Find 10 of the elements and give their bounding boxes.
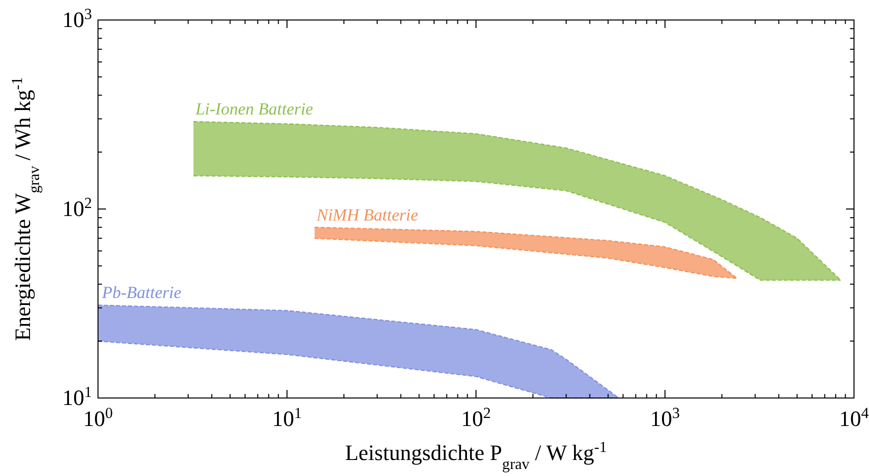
x-tick-label: 10$^{2}$ (461, 404, 491, 431)
series-label: NiMH Batterie (316, 205, 419, 224)
y-tick-label: 10$^{3}$ (62, 6, 92, 32)
y-tick-label: 10$^{2}$ (62, 194, 92, 221)
x-tick-label: 10$^{4}$ (839, 404, 869, 431)
series-label: Pb-Batterie (101, 283, 182, 302)
x-tick-label: 10$^{1}$ (272, 404, 302, 431)
x-axis-title: Leistungsdichte P$_{grav}$ / W kg$^{-1}$ (345, 438, 607, 472)
series-label: Li-Ionen Batterie (194, 100, 314, 119)
x-tick-label: 10$^{3}$ (650, 404, 680, 431)
